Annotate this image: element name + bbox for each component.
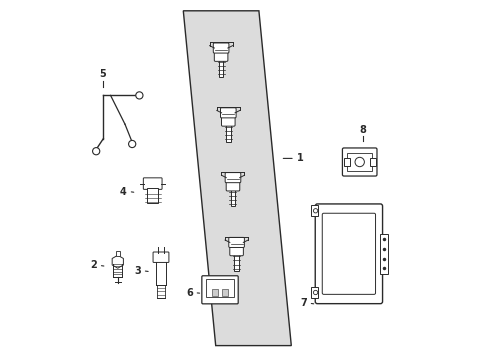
Circle shape <box>313 290 317 294</box>
Bar <box>212 289 218 296</box>
Polygon shape <box>112 255 123 268</box>
FancyBboxPatch shape <box>322 213 375 294</box>
Bar <box>310 287 318 298</box>
Bar <box>379 234 387 274</box>
Bar <box>234 254 238 271</box>
Bar <box>205 279 234 297</box>
Text: 8: 8 <box>358 125 366 135</box>
Bar <box>230 189 235 206</box>
FancyBboxPatch shape <box>228 237 244 247</box>
Bar <box>343 158 349 166</box>
Circle shape <box>354 157 364 167</box>
FancyBboxPatch shape <box>202 276 238 304</box>
FancyBboxPatch shape <box>143 178 162 189</box>
Bar <box>225 124 230 141</box>
Text: 1: 1 <box>296 153 303 163</box>
Text: 3: 3 <box>134 266 141 276</box>
Circle shape <box>313 209 317 213</box>
FancyBboxPatch shape <box>213 43 228 53</box>
FancyBboxPatch shape <box>153 252 168 262</box>
Bar <box>310 205 318 216</box>
FancyBboxPatch shape <box>226 180 239 191</box>
Bar <box>346 153 371 171</box>
Text: 6: 6 <box>185 288 192 298</box>
Text: 4: 4 <box>120 186 126 197</box>
Text: 5: 5 <box>100 69 106 79</box>
Circle shape <box>92 148 100 155</box>
Bar <box>222 289 227 296</box>
FancyBboxPatch shape <box>342 148 376 176</box>
Bar <box>146 188 158 203</box>
FancyBboxPatch shape <box>315 204 382 304</box>
FancyBboxPatch shape <box>224 172 240 183</box>
Polygon shape <box>183 11 291 346</box>
Text: 2: 2 <box>90 260 97 270</box>
FancyBboxPatch shape <box>214 50 227 61</box>
Text: 7: 7 <box>300 298 306 308</box>
Circle shape <box>136 92 142 99</box>
Bar <box>115 251 120 256</box>
Bar <box>219 59 223 77</box>
FancyBboxPatch shape <box>221 115 235 126</box>
FancyBboxPatch shape <box>220 108 236 118</box>
Circle shape <box>128 140 136 148</box>
FancyBboxPatch shape <box>229 245 243 256</box>
Bar <box>369 158 375 166</box>
